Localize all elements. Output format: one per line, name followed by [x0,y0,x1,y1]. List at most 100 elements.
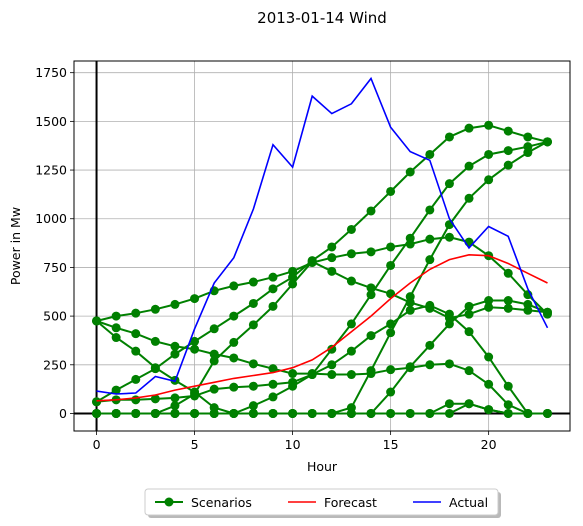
scenario-point [444,232,454,242]
scenario-point [464,161,474,171]
scenario-point [503,126,513,136]
scenario-point [484,296,494,306]
forecast-line [96,253,548,402]
scenario-point [503,303,513,313]
scenario-point [405,408,415,418]
scenario-point [327,242,337,252]
scenario-point [523,148,533,158]
scenario-point [327,344,337,354]
scenario-point [248,298,258,308]
scenario-point [405,362,415,372]
scenario-point [523,132,533,142]
scenario-point [484,120,494,130]
scenario-point [464,193,474,203]
scenario-point [405,292,415,302]
scenario-point [209,324,219,334]
scenario-point [190,389,200,399]
scenario-point [425,234,435,244]
scenario-point [288,408,298,418]
x-tick-label: 0 [93,437,101,452]
scenario-line [96,304,548,415]
legend-actual-label: Actual [449,495,488,510]
scenario-point [111,385,121,395]
scenario-point [425,255,435,265]
scenario-point [346,319,356,329]
scenario-point [366,247,376,257]
scenario-point [346,408,356,418]
scenario-point [327,360,337,370]
scenario-series-4 [92,300,552,418]
y-tick-label: 500 [43,309,67,324]
scenario-point [248,320,258,330]
scenario-point [464,309,474,319]
scenario-point [346,249,356,259]
scenario-point [307,370,317,380]
scenario-point [542,307,552,317]
scenario-point [386,242,396,252]
scenario-point [464,123,474,133]
scenario-point [503,400,513,410]
scenario-point [405,305,415,315]
scenario-point [386,365,396,375]
scenario-point [444,399,454,409]
scenario-point [542,137,552,147]
scenario-point [229,353,239,363]
scenario-point [170,401,180,411]
scenario-point [386,387,396,397]
scenario-point [484,379,494,389]
scenario-point [523,305,533,315]
scenario-point [425,360,435,370]
y-tick-label: 250 [43,357,67,372]
x-tick-label: 20 [481,437,497,452]
legend-scenarios-marker [164,497,174,507]
scenario-point [327,408,337,418]
scenario-point [92,316,102,326]
scenario-point [131,329,141,339]
y-axis-ticks: 0 250 500 750 1000 1250 1500 1750 [35,65,74,421]
scenario-point [229,337,239,347]
scenario-point [170,408,180,418]
scenario-point [327,370,337,380]
scenario-point [366,331,376,341]
scenario-point [229,311,239,321]
scenario-point [484,405,494,415]
scenario-point [464,301,474,311]
scenario-line [96,236,549,322]
scenario-point [111,408,121,418]
scenario-point [268,392,278,402]
scenario-line [95,320,548,415]
scenario-point [425,340,435,350]
scenario-point [503,408,513,418]
scenario-point [190,344,200,354]
scenario-point [366,206,376,216]
scenario-line [96,299,548,415]
scenario-series-8 [92,137,552,418]
y-tick-label: 1000 [35,211,67,226]
scenario-point [464,399,474,409]
plot-frame [73,60,571,432]
scenario-point [131,346,141,356]
scenario-point [170,299,180,309]
scenario-point [542,408,552,418]
scenario-point [484,302,494,312]
scenario-point [131,308,141,318]
x-axis-label: Hour [307,459,338,474]
scenario-point [444,408,454,418]
scenario-point [150,336,160,346]
scenario-line [96,260,548,415]
scenario-point [444,179,454,189]
scenario-point [386,319,396,329]
scenario-point [425,303,435,313]
scenario-point [248,408,258,418]
scenario-point [111,333,121,343]
scenario-point [131,408,141,418]
y-tick-label: 1250 [35,163,67,178]
scenario-point [425,205,435,215]
scenario-point [346,224,356,234]
scenario-point [444,359,454,369]
scenario-point [229,382,239,392]
legend-forecast-label: Forecast [324,495,377,510]
grid-lines [74,61,570,431]
scenario-series-3 [92,316,552,418]
scenario-point [327,253,337,263]
